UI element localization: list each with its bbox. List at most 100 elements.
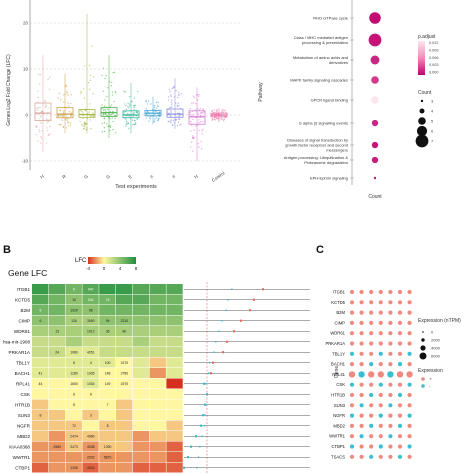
expression-dot bbox=[397, 444, 403, 449]
expression-dot bbox=[397, 392, 403, 398]
panel-c-label: C bbox=[316, 244, 324, 256]
heatmap-cell bbox=[32, 441, 49, 452]
expression-dot bbox=[397, 310, 403, 315]
pathway-label: Antigen processing: Ubiquitination & Prot… bbox=[284, 155, 349, 165]
jitter-point bbox=[170, 119, 173, 121]
lollipop-dot bbox=[252, 298, 256, 301]
heatmap-cell bbox=[116, 399, 133, 410]
expression-dot bbox=[369, 341, 374, 346]
jitter-point bbox=[127, 102, 129, 104]
jitter-point bbox=[199, 114, 202, 117]
expression-dot bbox=[407, 300, 412, 305]
jitter-point bbox=[67, 102, 69, 104]
expression-dot bbox=[359, 454, 364, 459]
jitter-point bbox=[110, 85, 113, 87]
jitter-point bbox=[104, 109, 107, 111]
jitter-point bbox=[40, 135, 42, 138]
expression-size-dot bbox=[422, 331, 424, 333]
panel-c-gene-label: TSACS bbox=[331, 454, 345, 459]
jitter-point bbox=[66, 91, 69, 94]
jitter-point bbox=[169, 91, 171, 93]
heatmap-cell-label: 74 bbox=[106, 298, 110, 302]
jitter-point bbox=[69, 124, 72, 126]
pathway-dot bbox=[368, 33, 382, 47]
heatmap-cell bbox=[166, 462, 183, 473]
heatmap-cell-label: 4 bbox=[90, 361, 92, 365]
heatmap-cell-label: 5 bbox=[73, 403, 75, 407]
jitter-point bbox=[65, 84, 67, 86]
heatmap-cell bbox=[82, 368, 99, 378]
jitter-point bbox=[111, 113, 113, 116]
jitter-point bbox=[224, 110, 227, 112]
jitter-point bbox=[89, 119, 91, 121]
heatmap-cell-label: 1012 bbox=[87, 330, 95, 334]
jitter-point bbox=[68, 105, 70, 107]
heatmap-cell bbox=[99, 336, 116, 347]
jitter-point bbox=[128, 115, 131, 117]
expression-dot bbox=[407, 341, 412, 346]
panel-b: B Gene LFC LFC -4 0 4 8 ITGB1 KCTD5 B2M CIMP WD… bbox=[3, 244, 310, 473]
panel-c-gene-label: KCTD5 bbox=[331, 300, 345, 305]
jitter-point bbox=[65, 127, 68, 129]
pathway-row: Metabolism of amino acids and derivatives bbox=[293, 55, 380, 65]
box-0 bbox=[34, 55, 52, 152]
expression-dot bbox=[397, 289, 403, 295]
heatmap-cell bbox=[32, 305, 49, 315]
expression-dot bbox=[349, 362, 355, 367]
panel-c-legend: Expression (nTPM) 0 2000 4000 6000 Expressi… bbox=[418, 318, 461, 389]
jitter-point bbox=[170, 101, 173, 104]
heatmap-gene-label: BACH1 bbox=[15, 371, 31, 376]
lollipop-dot bbox=[213, 351, 216, 354]
expression-dot bbox=[359, 331, 364, 336]
jitter-point bbox=[221, 110, 223, 112]
jitter-point bbox=[190, 124, 193, 126]
jitter-point bbox=[35, 126, 37, 128]
pathway-label: MAPK family signaling cascades bbox=[290, 78, 348, 83]
jitter-point bbox=[123, 90, 125, 93]
pathway-row: GPCR ligand binding bbox=[311, 96, 379, 104]
heatmap-cell-label: 1205 bbox=[70, 466, 78, 470]
jitter-point bbox=[189, 146, 192, 148]
heatmap-cell bbox=[82, 378, 99, 389]
expression-dot bbox=[407, 392, 412, 398]
jitter-point bbox=[190, 130, 192, 132]
jitter-point bbox=[155, 101, 158, 104]
heatmap-cell bbox=[116, 294, 133, 305]
jitter-point bbox=[45, 106, 48, 108]
heatmap-gene-label: KCTD5 bbox=[15, 297, 31, 302]
count-legend-label: 4 bbox=[431, 109, 434, 114]
panel-b-lollipop bbox=[182, 282, 310, 473]
expression-dot bbox=[378, 413, 383, 418]
expression-dot bbox=[378, 331, 383, 336]
jitter-point bbox=[132, 115, 134, 117]
lollipop-dot bbox=[230, 288, 233, 291]
heatmap-cell bbox=[48, 420, 66, 431]
heatmap-cell bbox=[32, 399, 49, 410]
jitter-point bbox=[124, 103, 126, 105]
heatmap-cell bbox=[32, 389, 49, 399]
jitter-point bbox=[68, 111, 71, 113]
expression-dot bbox=[396, 371, 404, 378]
jitter-point bbox=[82, 112, 84, 114]
expression-dot bbox=[388, 362, 393, 367]
jitter-point bbox=[40, 142, 42, 144]
heatmap-cell bbox=[99, 462, 116, 473]
jitter-point bbox=[49, 133, 51, 135]
heatmap-cell bbox=[99, 441, 116, 452]
heatmap-cell bbox=[32, 452, 49, 462]
heatmap-cell-label: 541 bbox=[88, 298, 94, 302]
jitter-point bbox=[85, 123, 88, 125]
heatmap-cell-label: 2780 bbox=[121, 372, 129, 376]
jitter-point bbox=[195, 125, 197, 127]
heatmap-cell bbox=[82, 305, 99, 315]
pathway-row: G alpha (i) signalling events bbox=[299, 119, 379, 127]
count-legend-dot bbox=[416, 125, 428, 137]
heatmap-cell bbox=[132, 357, 150, 368]
expression-dot bbox=[349, 413, 355, 418]
panel-c-gene-label: BACH1 bbox=[331, 362, 346, 367]
jitter-point bbox=[177, 94, 180, 96]
lollipop-dot bbox=[225, 309, 228, 312]
x-tick-label: H bbox=[193, 174, 199, 180]
jitter-point bbox=[176, 124, 179, 127]
lollipop-dot bbox=[199, 424, 203, 427]
